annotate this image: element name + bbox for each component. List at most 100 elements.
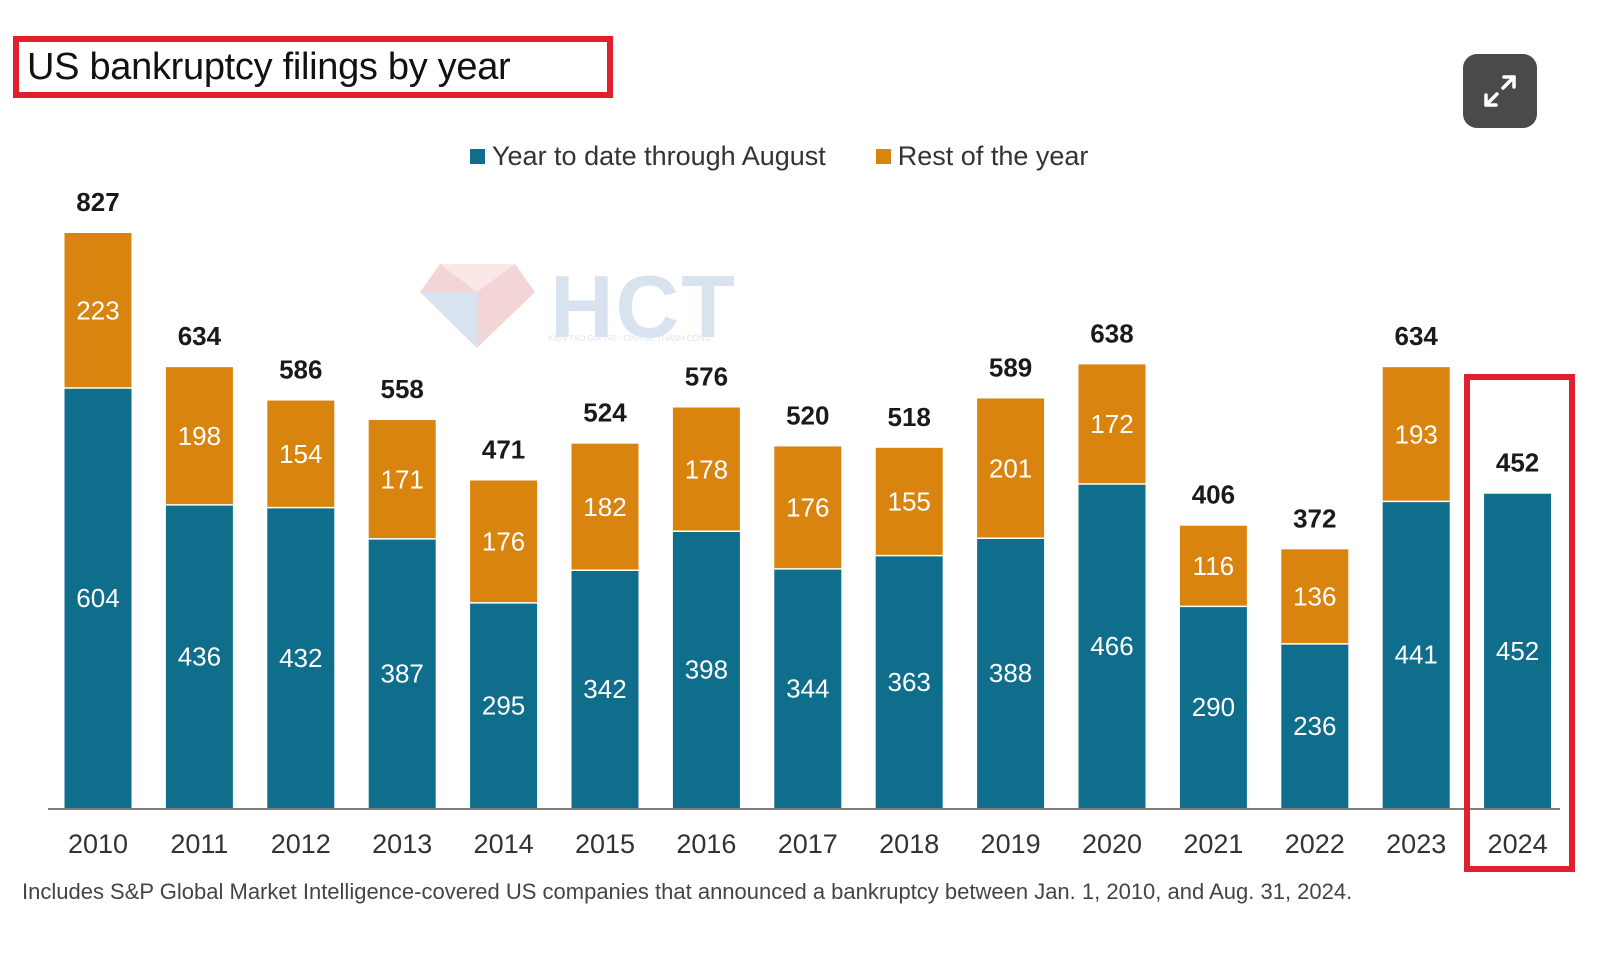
total-label-2020: 638 [1090, 318, 1133, 348]
tick-label-2023: 2023 [1386, 829, 1446, 859]
total-label-2010: 827 [76, 187, 119, 217]
bar-rest-2014 [470, 480, 538, 603]
bar-label-rest-2010: 223 [76, 296, 119, 326]
tick-label-2022: 2022 [1285, 829, 1345, 859]
bar-rest-2021 [1179, 525, 1247, 607]
bar-rest-2018 [875, 447, 943, 556]
bar-label-ytd-2019: 388 [989, 658, 1032, 688]
tick-label-2021: 2021 [1183, 829, 1243, 859]
total-label-2021: 406 [1192, 480, 1235, 510]
highlight-2024-box [1464, 374, 1575, 872]
bar-label-ytd-2013: 387 [381, 658, 424, 688]
bar-ytd-2015 [571, 570, 639, 808]
bar-label-rest-2015: 182 [583, 492, 626, 522]
bar-label-ytd-2014: 295 [482, 690, 525, 720]
bar-rest-2022 [1281, 549, 1349, 644]
bar-label-rest-2013: 171 [381, 464, 424, 494]
bar-ytd-2021 [1179, 606, 1247, 808]
bar-ytd-2024 [1484, 493, 1552, 808]
bar-label-ytd-2015: 342 [583, 674, 626, 704]
tick-label-2012: 2012 [271, 829, 331, 859]
bar-label-rest-2012: 154 [279, 439, 322, 469]
bar-rest-2023 [1382, 367, 1450, 502]
bar-label-rest-2023: 193 [1395, 419, 1438, 449]
bar-ytd-2017 [774, 568, 842, 808]
legend-label-rest: Rest of the year [897, 140, 1089, 171]
bar-rest-2017 [774, 446, 842, 569]
tick-label-2011: 2011 [170, 829, 228, 859]
legend-swatch-ytd [470, 148, 485, 164]
chart-title: US bankruptcy filings by year [27, 45, 511, 88]
tick-label-2020: 2020 [1082, 829, 1142, 859]
tick-label-2016: 2016 [676, 829, 736, 859]
bar-rest-2011 [165, 367, 233, 505]
bar-label-ytd-2012: 432 [279, 643, 322, 673]
chart-footnote: Includes S&P Global Market Intelligence-… [22, 879, 1353, 904]
bar-label-rest-2017: 176 [786, 493, 829, 523]
bar-ytd-2016 [672, 531, 740, 808]
legend-label-ytd: Year to date through August [492, 140, 826, 171]
bar-ytd-2022 [1281, 643, 1349, 808]
bar-rest-2015 [571, 443, 639, 571]
total-label-2014: 471 [482, 435, 525, 465]
bar-label-ytd-2011: 436 [178, 641, 221, 671]
bar-ytd-2013 [368, 538, 436, 808]
expand-arrows-icon [1484, 75, 1516, 107]
total-label-2012: 586 [279, 355, 322, 385]
title-highlight-box: US bankruptcy filings by year [13, 36, 613, 98]
bar-label-ytd-2010: 604 [76, 583, 119, 613]
bar-ytd-2018 [875, 555, 943, 808]
bar-rest-2019 [977, 398, 1045, 539]
bar-rest-2016 [672, 407, 740, 532]
hct-watermark: HCT KIẾN TẠO GIÁ TRỊ - CHIA SẺ THÀNH CÔN… [420, 257, 735, 356]
bar-rest-2013 [368, 420, 436, 539]
bar-label-rest-2021: 116 [1193, 551, 1234, 581]
total-label-2015: 524 [583, 398, 627, 428]
bar-label-ytd-2016: 398 [685, 655, 728, 685]
legend-swatch-rest [875, 148, 891, 164]
bar-ytd-2023 [1382, 501, 1450, 808]
bar-label-ytd-2020: 466 [1090, 631, 1133, 661]
tick-label-2019: 2019 [981, 829, 1041, 859]
total-label-2017: 520 [786, 400, 829, 430]
bar-label-rest-2022: 136 [1293, 582, 1336, 612]
legend-item-rest: Rest of the year [875, 140, 1089, 172]
bar-ytd-2019 [977, 538, 1045, 808]
bar-label-rest-2019: 201 [989, 453, 1032, 483]
bar-label-ytd-2021: 290 [1192, 692, 1235, 722]
bar-label-ytd-2024: 452 [1496, 636, 1539, 666]
diamond-logo-icon [420, 264, 535, 348]
total-label-2022: 372 [1293, 503, 1336, 533]
bar-label-ytd-2023: 441 [1395, 640, 1438, 670]
total-label-2013: 558 [381, 374, 424, 404]
tick-label-2024: 2024 [1488, 829, 1548, 859]
bar-ytd-2012 [267, 507, 335, 808]
tick-label-2014: 2014 [474, 829, 534, 859]
legend-item-ytd: Year to date through August [470, 141, 826, 172]
expand-button[interactable] [1463, 54, 1537, 128]
tick-label-2015: 2015 [575, 829, 635, 859]
tick-label-2010: 2010 [68, 829, 128, 859]
bar-label-ytd-2017: 344 [786, 673, 829, 703]
bar-label-ytd-2018: 363 [888, 667, 931, 697]
total-label-2019: 589 [989, 352, 1032, 382]
tick-label-2018: 2018 [879, 829, 939, 859]
bar-label-rest-2011: 198 [178, 421, 221, 451]
bar-ytd-2010 [64, 388, 132, 808]
bar-ytd-2011 [165, 504, 233, 808]
chart-legend: Year to date through August Rest of the … [470, 140, 1138, 172]
total-label-2016: 576 [685, 362, 728, 392]
bar-label-rest-2020: 172 [1090, 409, 1133, 439]
tick-label-2013: 2013 [372, 829, 432, 859]
bar-rest-2020 [1078, 364, 1146, 484]
bar-ytd-2014 [470, 602, 538, 808]
watermark-text: HCT [550, 257, 737, 356]
bar-label-rest-2018: 155 [888, 487, 931, 517]
bar-rest-2012 [267, 400, 335, 508]
bar-label-ytd-2022: 236 [1293, 711, 1336, 741]
bar-ytd-2020 [1078, 483, 1146, 808]
total-label-2018: 518 [888, 402, 931, 432]
bar-label-rest-2014: 176 [482, 527, 525, 557]
watermark-tagline: KIẾN TẠO GIÁ TRỊ - CHIA SẺ THÀNH CÔNG [548, 334, 711, 343]
